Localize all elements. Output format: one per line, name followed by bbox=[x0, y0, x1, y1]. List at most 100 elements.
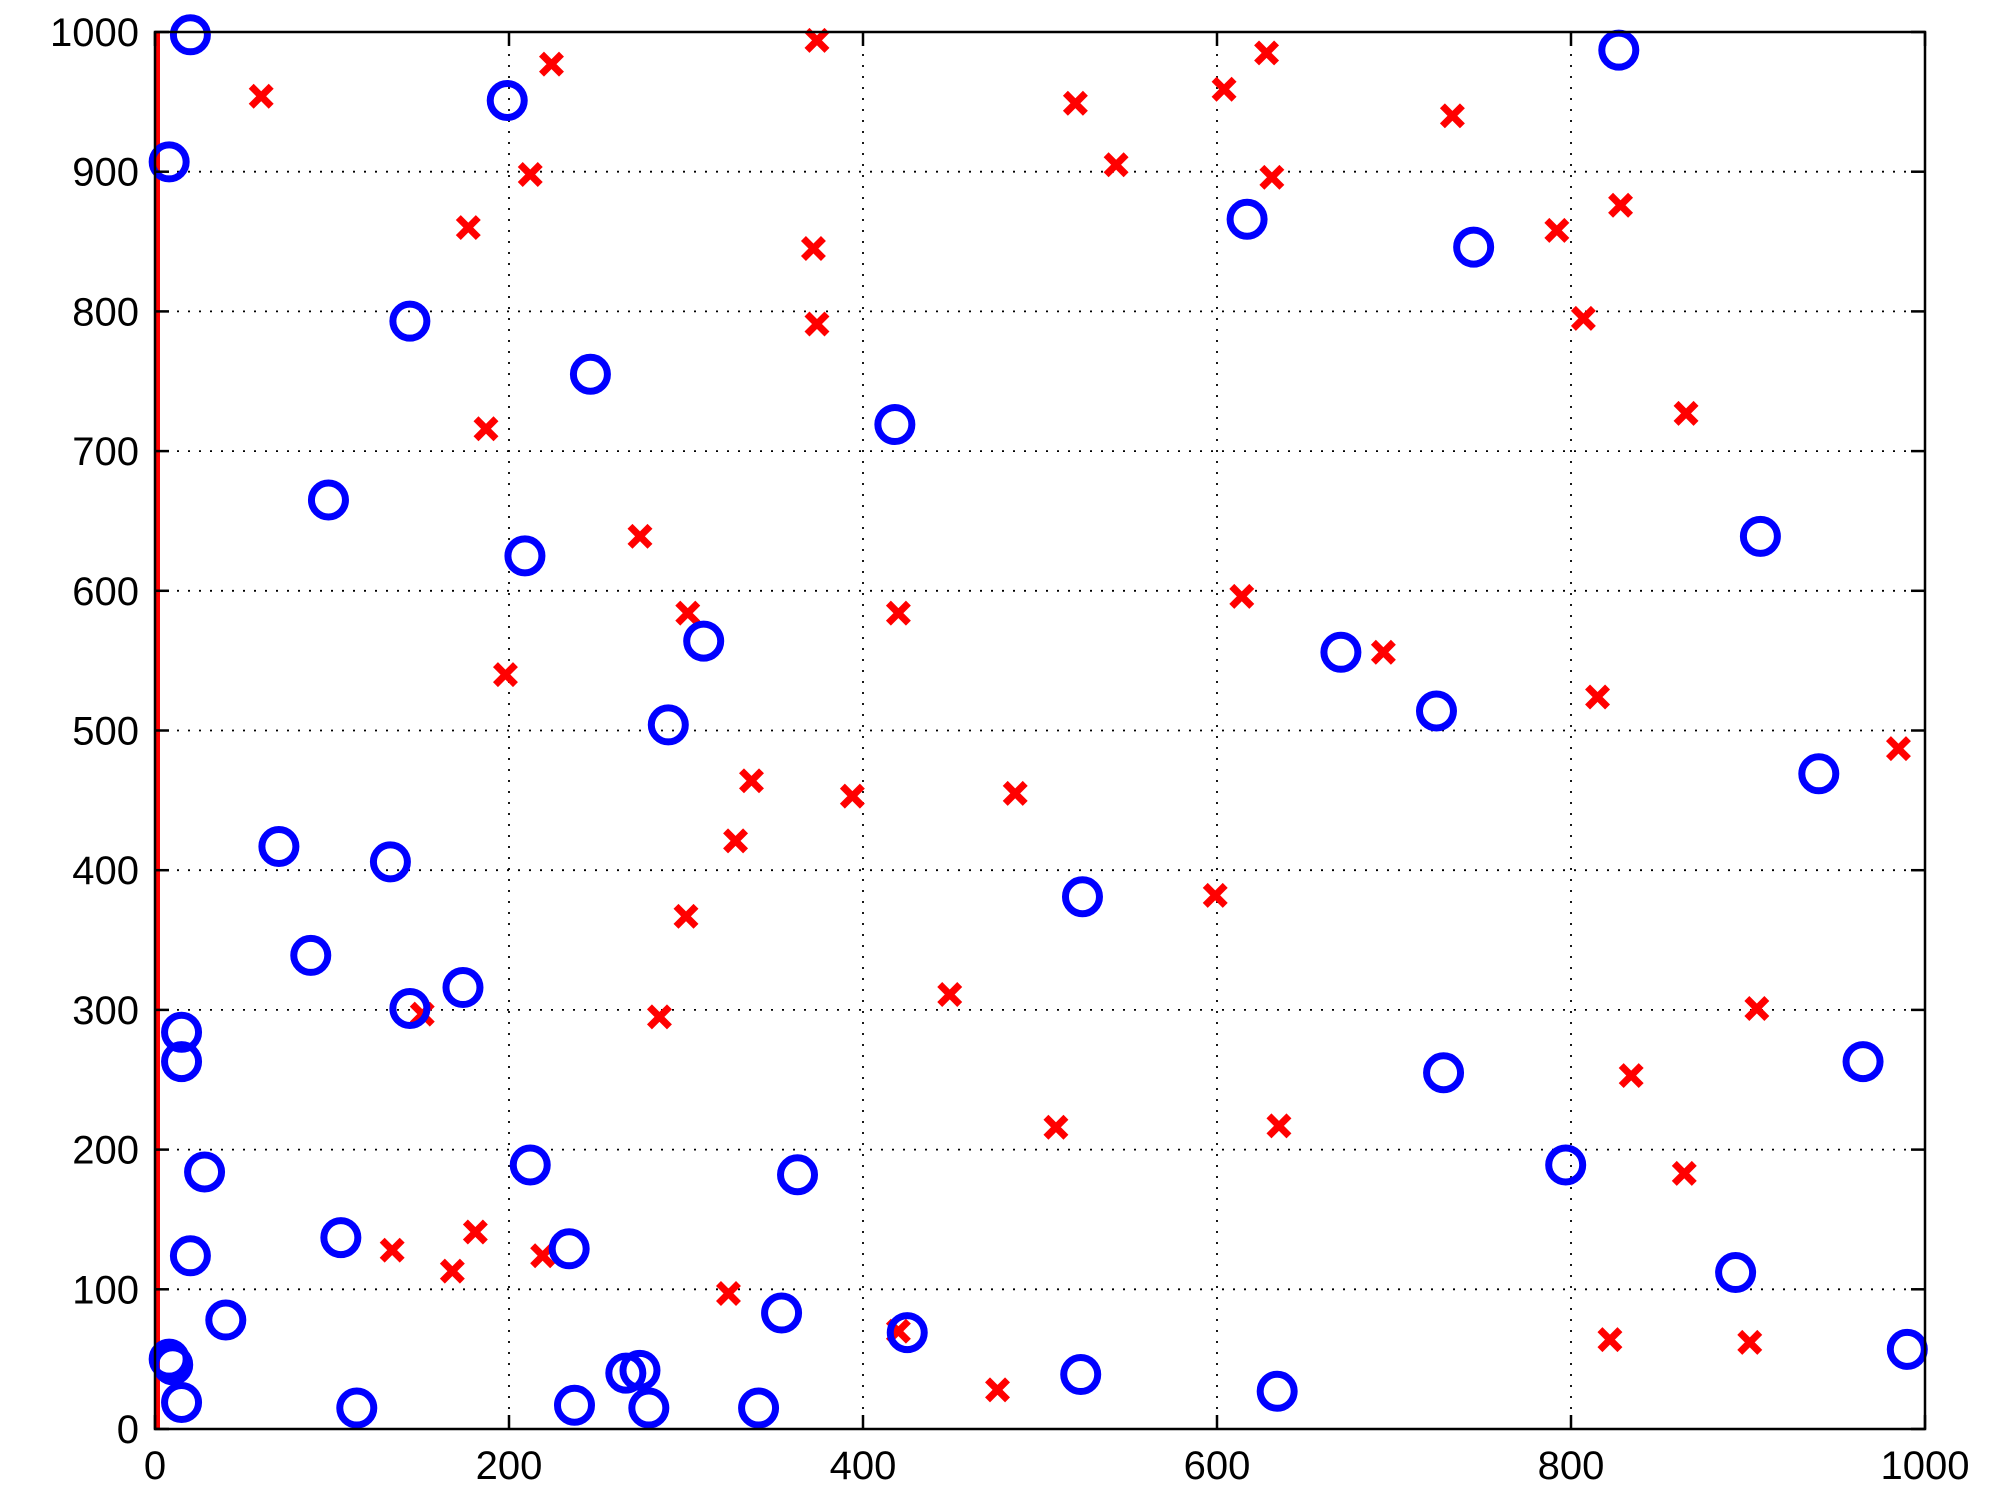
blue-circle-point bbox=[761, 1292, 803, 1334]
red-x-point bbox=[739, 768, 764, 794]
blue-circle-point bbox=[161, 1011, 203, 1053]
y-tick-label: 400 bbox=[72, 849, 139, 893]
x-tick-label: 200 bbox=[476, 1444, 543, 1488]
blue-circle-point bbox=[1739, 515, 1781, 557]
blue-circle-point bbox=[205, 1299, 247, 1341]
red-x-point bbox=[646, 1004, 672, 1030]
red-x-point bbox=[462, 1219, 488, 1245]
red-x-point bbox=[716, 1281, 741, 1306]
red-x-point bbox=[1570, 305, 1596, 331]
blue-circle-point bbox=[1842, 1041, 1884, 1083]
red-x-point bbox=[248, 83, 274, 109]
y-tick-label: 100 bbox=[72, 1268, 139, 1312]
red-x-point bbox=[1229, 583, 1255, 609]
red-x-point bbox=[1744, 996, 1770, 1021]
red-x-point bbox=[1597, 1327, 1623, 1353]
red-x-point bbox=[379, 1237, 405, 1263]
blue-circle-point bbox=[1423, 1052, 1465, 1094]
y-tick-label: 700 bbox=[72, 430, 139, 474]
blue-circle-point bbox=[389, 300, 431, 342]
red-x-point bbox=[673, 903, 699, 929]
blue-circle-point bbox=[1715, 1252, 1757, 1294]
blue-circle-point bbox=[290, 934, 332, 976]
red-x-point bbox=[804, 311, 830, 337]
blue-circle-point bbox=[169, 14, 211, 56]
blue-circle-point bbox=[161, 1041, 203, 1083]
red-x-point bbox=[492, 662, 518, 688]
x-tick-label: 400 bbox=[830, 1444, 897, 1488]
red-x-point bbox=[1062, 90, 1088, 116]
red-x-point bbox=[885, 600, 911, 626]
y-tick-label: 200 bbox=[72, 1129, 139, 1173]
blue-circle-point bbox=[389, 988, 431, 1030]
blue-circle-point bbox=[1545, 1144, 1587, 1186]
y-tick-label: 600 bbox=[72, 570, 139, 614]
blue-circle-point bbox=[1453, 226, 1495, 268]
blue-circle-point bbox=[307, 479, 349, 521]
y-tick-label: 1000 bbox=[50, 11, 139, 55]
red-x-point bbox=[1259, 164, 1285, 190]
blue-circle-point bbox=[320, 1217, 362, 1259]
series-layer bbox=[148, 14, 1928, 1429]
red-x-point bbox=[1103, 152, 1129, 178]
red-x-point bbox=[1544, 217, 1570, 243]
blue-circle-point bbox=[509, 1144, 551, 1186]
red-x-point bbox=[1211, 76, 1237, 102]
tick-layer: 0 200 400 600 800 1000 0 100 200 300 400 500 600 700 8… bbox=[50, 11, 1969, 1488]
x-tick-label: 600 bbox=[1184, 1444, 1251, 1488]
red-x-point bbox=[723, 828, 749, 854]
red-x-point bbox=[517, 162, 543, 187]
blue-circle-point bbox=[258, 825, 300, 867]
blue-circle-point bbox=[1415, 690, 1457, 732]
blue-circle-point bbox=[874, 404, 916, 446]
y-tick-label: 900 bbox=[72, 151, 139, 195]
x-tick-label: 0 bbox=[144, 1444, 166, 1488]
y-tick-label: 500 bbox=[72, 710, 139, 754]
red-x-point bbox=[1370, 639, 1396, 665]
blue-circle-point bbox=[504, 535, 546, 577]
blue-circle-point bbox=[553, 1384, 595, 1426]
blue-circle-point bbox=[548, 1228, 590, 1270]
red-x-point bbox=[539, 51, 564, 77]
red-x-point bbox=[1254, 40, 1280, 66]
red-x-point bbox=[937, 982, 963, 1008]
blue-circle-point bbox=[184, 1151, 226, 1193]
blue-circle-point bbox=[628, 1387, 670, 1429]
red-x-point bbox=[455, 215, 481, 241]
blue-circle-point bbox=[647, 704, 689, 746]
blue-circle-point bbox=[486, 79, 528, 121]
red-x-point bbox=[800, 236, 826, 262]
y-tick-label: 0 bbox=[117, 1408, 139, 1452]
blue-circle-point bbox=[1798, 753, 1840, 795]
blue-circle-point bbox=[1320, 631, 1362, 673]
blue-circle-point bbox=[683, 620, 725, 662]
red-x-point bbox=[804, 27, 830, 53]
y-tick-label: 300 bbox=[72, 989, 139, 1033]
red-x-point bbox=[1002, 780, 1028, 806]
blue-circle-point bbox=[569, 353, 611, 395]
blue-circle-point bbox=[169, 1235, 211, 1277]
y-tick-label: 800 bbox=[72, 290, 139, 334]
blue-circle-point bbox=[442, 967, 484, 1009]
red-x-point bbox=[839, 783, 865, 809]
blue-circle-series bbox=[148, 14, 1928, 1429]
red-x-point bbox=[1202, 882, 1228, 908]
blue-circle-point bbox=[336, 1387, 378, 1429]
red-x-point bbox=[1585, 684, 1611, 710]
red-x-point bbox=[1671, 1160, 1697, 1186]
blue-circle-point bbox=[1256, 1370, 1298, 1412]
red-x-point bbox=[1439, 103, 1465, 129]
red-x-point bbox=[675, 600, 701, 626]
blue-circle-point bbox=[1060, 1354, 1102, 1396]
red-x-series bbox=[248, 27, 1911, 1403]
blue-circle-point bbox=[148, 141, 190, 183]
grid-layer bbox=[155, 32, 1925, 1429]
red-x-point bbox=[1043, 1114, 1069, 1140]
blue-circle-point bbox=[1598, 29, 1640, 71]
blue-circle-point bbox=[1226, 198, 1268, 240]
red-x-point bbox=[1737, 1329, 1763, 1355]
blue-circle-point bbox=[619, 1349, 661, 1391]
blue-circle-point bbox=[777, 1154, 819, 1196]
